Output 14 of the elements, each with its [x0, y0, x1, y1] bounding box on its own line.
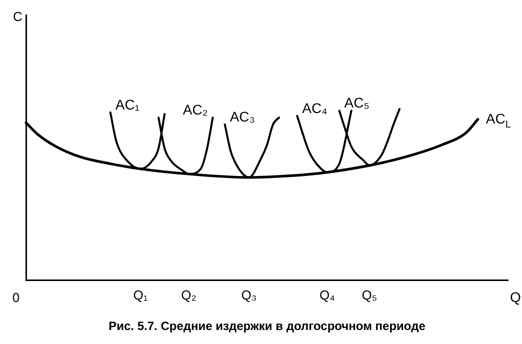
x-tick-label: Q₅	[362, 287, 378, 302]
series-label: AC₃	[230, 108, 255, 124]
text: 0	[12, 290, 20, 305]
text: Рис. 5.7. Средние издержки в долгосрочном периоде	[108, 319, 426, 334]
series-label: AC₄	[302, 100, 328, 116]
text: C	[13, 9, 22, 24]
series-label: AC₅	[344, 94, 370, 111]
x-tick-label: Q₁	[133, 287, 148, 302]
x-tick-label: Q₄	[320, 287, 335, 302]
x-tick-label: Q₃	[241, 287, 257, 302]
x-axis-title: Q	[510, 289, 521, 305]
x-tick-label: Q₂	[181, 287, 196, 302]
series-label: AC₂	[182, 102, 208, 118]
series-label: AC₁	[115, 96, 140, 112]
